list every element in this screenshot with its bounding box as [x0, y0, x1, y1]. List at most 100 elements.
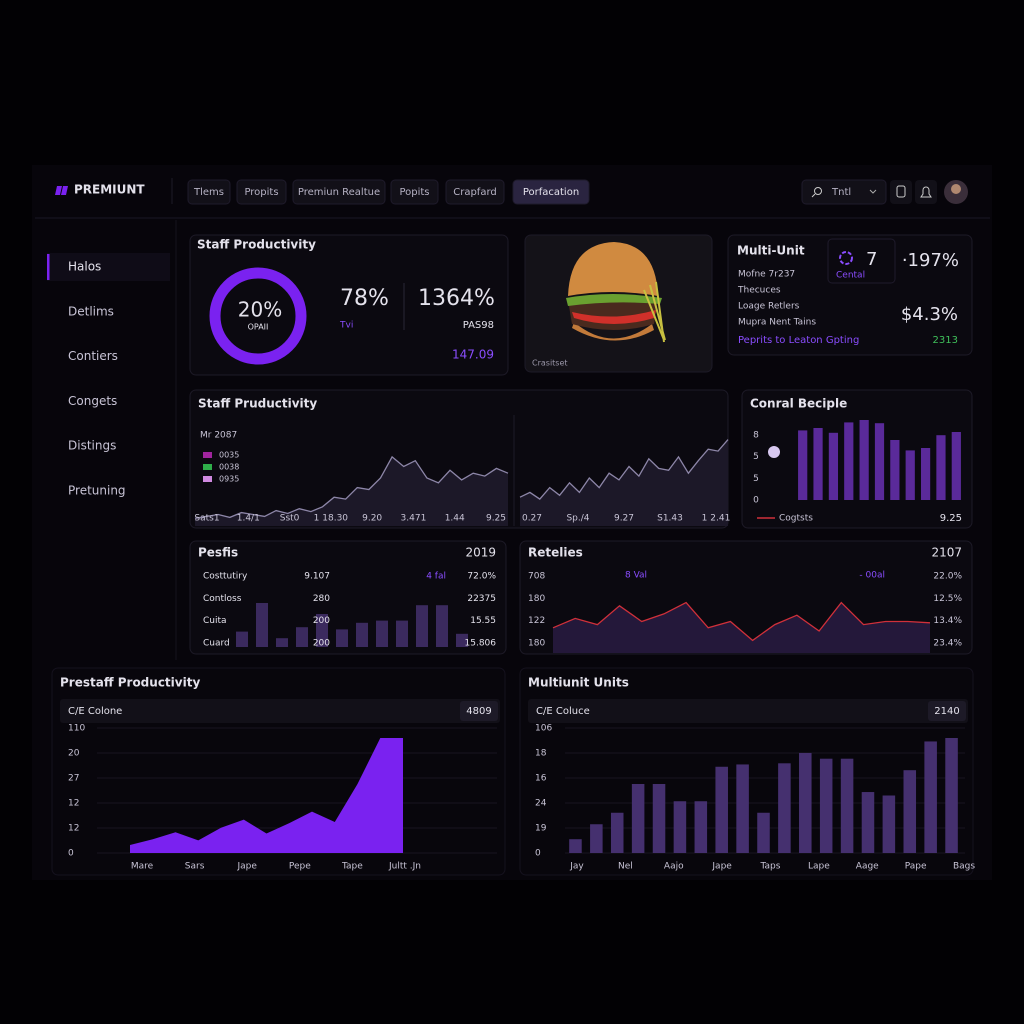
tab[interactable]: [390, 179, 439, 205]
donut-caption: OPAII: [248, 323, 269, 332]
nav-item[interactable]: Halos: [68, 260, 101, 274]
x-tick-label: 1.4/1: [237, 514, 260, 524]
x-tick-label: S1.43: [657, 514, 683, 524]
x-tick-label: Pape: [905, 862, 927, 872]
tab[interactable]: [187, 179, 231, 205]
kpi-value: $4.3%: [901, 304, 958, 325]
tab-label[interactable]: Propits: [244, 187, 278, 198]
badge: 2140: [934, 706, 959, 717]
nav-item[interactable]: Pretuning: [68, 484, 126, 498]
active-indicator: [47, 254, 50, 280]
bar: [316, 614, 328, 647]
subheader: [528, 699, 968, 723]
bar: [757, 812, 770, 853]
bar: [715, 766, 728, 853]
bar: [694, 801, 708, 853]
table-cell: 15.806: [465, 638, 497, 648]
icon-button[interactable]: [915, 180, 937, 204]
x-tick-label: Aajo: [664, 862, 684, 872]
y-tick-label: 16: [535, 774, 547, 784]
donut-value: 20%: [238, 298, 282, 322]
legend-swatch: [203, 452, 212, 458]
bar: [256, 603, 268, 647]
card-footer: 9.25: [940, 513, 962, 524]
bar: [874, 423, 885, 500]
card-title: Staff Productivity: [197, 238, 316, 252]
bar: [590, 824, 603, 853]
burger-bottom-bun: [572, 322, 654, 341]
bar: [905, 450, 915, 500]
bar: [296, 627, 308, 647]
x-tick-label: 0.27: [522, 514, 542, 524]
y-tick-label: 20: [68, 749, 80, 759]
list-item: Loage Retlers: [738, 302, 800, 312]
bar: [673, 801, 687, 853]
card-title: Retelies: [528, 546, 583, 560]
search-icon: [811, 193, 816, 198]
y-tick-label: 24: [535, 799, 547, 809]
tab[interactable]: [236, 179, 287, 205]
bar: [356, 622, 368, 647]
subheader: [60, 699, 500, 723]
y-tick-label: 106: [535, 724, 552, 734]
x-tick-label: Nel: [618, 862, 633, 872]
search-text[interactable]: Tntl: [831, 187, 851, 198]
y-tick-label: 12: [68, 824, 79, 834]
nav-item[interactable]: Detlims: [68, 304, 114, 318]
row-value: 22.0%: [933, 572, 962, 582]
bar: [882, 795, 896, 853]
table-cell: 15.55: [470, 616, 496, 626]
link[interactable]: Peprits to Leaton Gpting: [738, 335, 859, 346]
search-box[interactable]: [801, 179, 887, 205]
list-item: Thecuces: [737, 286, 781, 296]
card-title: Pesfis: [198, 546, 238, 560]
badge: [928, 701, 966, 721]
y-tick-label: 122: [528, 616, 545, 626]
bar: [813, 428, 823, 500]
bar: [903, 770, 917, 853]
tab-label[interactable]: Porfacation: [523, 187, 579, 198]
tab-label[interactable]: Tlems: [193, 187, 224, 198]
x-tick-label: 9.27: [614, 514, 634, 524]
badge: [460, 701, 498, 721]
table-cell: 200: [313, 638, 330, 648]
row-value: 13.4%: [933, 616, 962, 626]
y-tick-label: 8: [753, 431, 759, 441]
nav-item[interactable]: Contiers: [68, 349, 118, 363]
legend-label: 0038: [219, 463, 239, 472]
tab-label[interactable]: Premiun Realtue: [298, 187, 380, 198]
bar: [951, 432, 961, 500]
tab-label[interactable]: Popits: [399, 187, 429, 198]
table-cell: 200: [313, 616, 330, 626]
kpi-value: 1364%: [418, 286, 495, 311]
kpi-box: [827, 238, 896, 284]
card-title: Staff Pruductivity: [198, 397, 317, 411]
table-cell: Cuard: [203, 638, 230, 648]
nav-item[interactable]: Distings: [68, 439, 116, 453]
subtitle: C/E Coluce: [536, 706, 590, 717]
tab-label[interactable]: Crapfard: [453, 187, 497, 198]
y-tick-label: 27: [68, 774, 79, 784]
x-tick-label: Taps: [760, 862, 781, 872]
chevron: [869, 189, 877, 194]
y-tick-label: 110: [68, 724, 85, 734]
table-cell: Cuita: [203, 616, 227, 626]
tab[interactable]: [512, 179, 590, 205]
image-caption: Crasitset: [532, 359, 568, 368]
y-tick-label: 12: [68, 799, 79, 809]
bar: [456, 633, 468, 647]
tab[interactable]: [445, 179, 505, 205]
burger-tomato: [572, 310, 656, 324]
logo-icon: [55, 186, 68, 195]
x-tick-label: 1 2.41: [702, 514, 731, 524]
x-tick-label: Lape: [808, 862, 830, 872]
icon-button[interactable]: [890, 180, 912, 204]
legend-label: Cogtsts: [779, 514, 813, 524]
nav-item[interactable]: Congets: [68, 394, 117, 408]
burger-fries: [643, 281, 666, 343]
panel: [727, 234, 973, 356]
tab[interactable]: [292, 179, 386, 205]
bar: [396, 620, 408, 647]
column-label: - 00al: [859, 571, 885, 581]
bar: [798, 430, 808, 500]
